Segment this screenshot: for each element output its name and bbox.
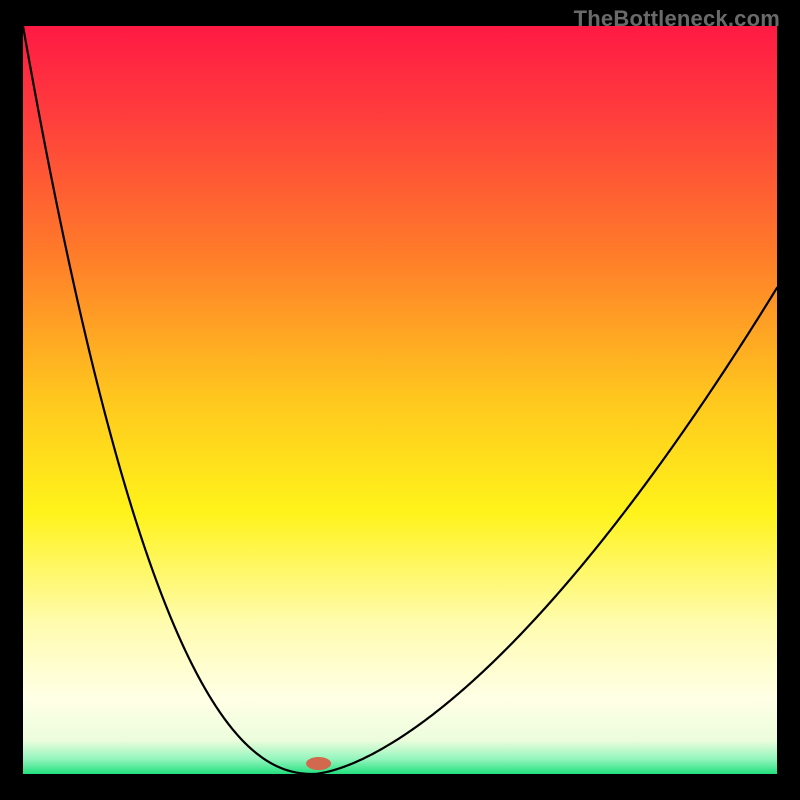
bottleneck-chart: [0, 0, 800, 800]
watermark-text: TheBottleneck.com: [574, 6, 780, 32]
optimal-marker: [307, 758, 331, 770]
plot-area: [23, 26, 777, 774]
